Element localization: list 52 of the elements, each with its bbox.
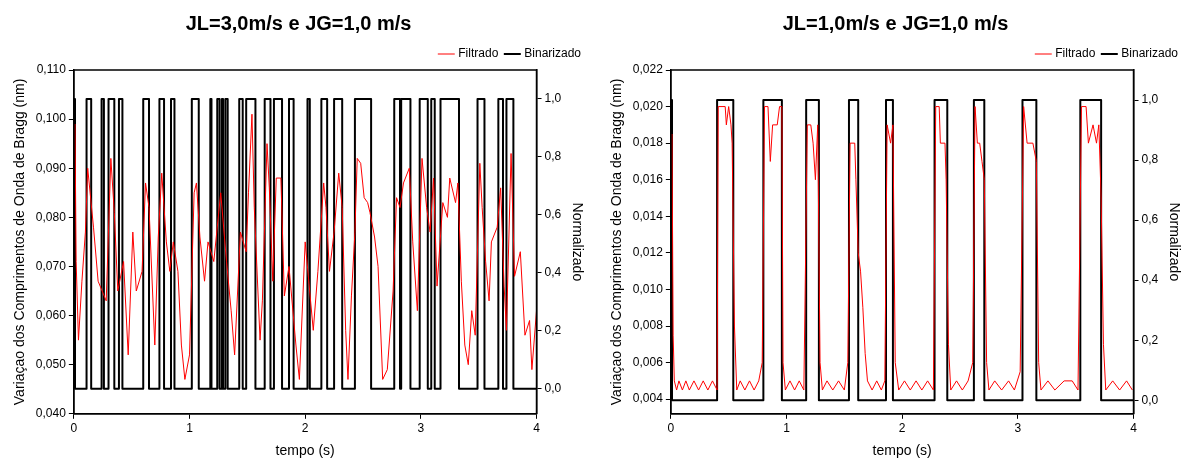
y2-tick-label: 0,8 — [544, 149, 562, 164]
y2-tick-label: 0,2 — [544, 323, 562, 338]
x-tick-label: 0 — [70, 421, 78, 436]
y2-tick-label: 0,4 — [1141, 272, 1159, 287]
x-tick-label: 2 — [301, 421, 309, 436]
chart-title: JL=3,0m/s e JG=1,0 m/s — [185, 11, 412, 34]
y2-tick-label: 0,0 — [1141, 392, 1159, 407]
y-tick-label: 0,016 — [632, 172, 664, 187]
y-tick-label: 0,020 — [632, 98, 664, 113]
y-tick-label: 0,070 — [35, 258, 67, 273]
y2-axis-title: Normalizado — [569, 202, 586, 282]
y2-tick-label: 1,0 — [1141, 92, 1159, 107]
y-tick-label: 0,012 — [632, 245, 664, 260]
legend-label: Binarizado — [1121, 46, 1179, 61]
x-tick-label: 3 — [417, 421, 425, 436]
y2-tick-label: 0,0 — [544, 381, 562, 396]
y-axis-title: Variaçao dos Comprimentos de Onda de Bragg (nm) — [11, 78, 28, 406]
y-tick-label: 0,018 — [632, 135, 664, 150]
x-axis-title: tempo (s) — [275, 442, 335, 459]
y-tick-label: 0,100 — [35, 111, 67, 126]
y2-tick-label: 1,0 — [544, 91, 562, 106]
y-axis-title: Variaçao dos Comprimentos de Onda de Bragg (nm) — [608, 78, 625, 406]
y-tick-label: 0,080 — [35, 209, 67, 224]
y-tick-label: 0,110 — [36, 62, 67, 77]
y-tick-label: 0,008 — [632, 318, 664, 333]
legend-label: Filtrado — [1055, 46, 1096, 61]
y-tick-label: 0,060 — [35, 307, 67, 322]
x-tick-label: 3 — [1014, 421, 1022, 436]
chart-title: JL=1,0m/s e JG=1,0 m/s — [782, 11, 1009, 34]
x-tick-label: 2 — [898, 421, 906, 436]
y-tick-label: 0,010 — [632, 281, 664, 296]
x-tick-label: 4 — [1130, 421, 1138, 436]
y-tick-label: 0,022 — [632, 62, 664, 77]
y2-axis-title: Normalizado — [1166, 202, 1183, 282]
y2-tick-label: 0,6 — [1141, 212, 1159, 227]
y2-tick-label: 0,8 — [1141, 152, 1159, 167]
x-tick-label: 0 — [667, 421, 675, 436]
x-tick-label: 4 — [533, 421, 541, 436]
y-tick-label: 0,090 — [35, 160, 67, 175]
y-tick-label: 0,014 — [632, 208, 664, 223]
y-tick-label: 0,004 — [632, 391, 664, 406]
y-tick-label: 0,050 — [35, 357, 67, 371]
x-axis-title: tempo (s) — [872, 442, 932, 459]
y2-tick-label: 0,2 — [1141, 332, 1159, 347]
legend-label: Filtrado — [458, 46, 499, 61]
y2-tick-label: 0,4 — [544, 265, 562, 280]
y2-tick-label: 0,6 — [544, 207, 562, 222]
x-tick-label: 1 — [783, 421, 791, 436]
x-tick-label: 1 — [186, 421, 194, 436]
y-tick-label: 0,006 — [632, 354, 664, 369]
y-tick-label: 0,040 — [35, 406, 67, 421]
legend-label: Binarizado — [524, 46, 582, 61]
